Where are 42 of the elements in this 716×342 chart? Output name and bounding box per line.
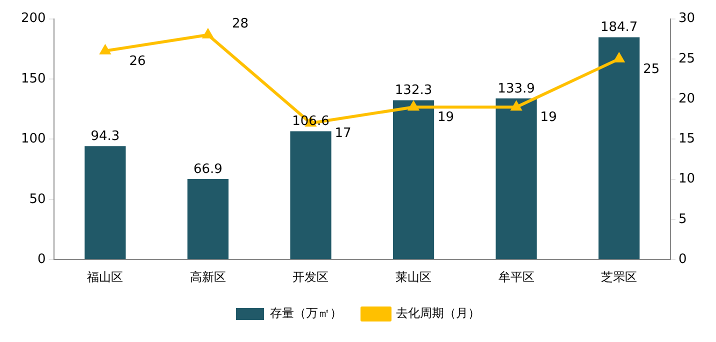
y2-tick-label: 25 bbox=[678, 51, 696, 66]
data-label: 94.3 bbox=[90, 128, 120, 144]
y2-tick-label: 5 bbox=[678, 212, 687, 227]
y-tick-label: 200 bbox=[20, 11, 46, 26]
x-tick-label: 芝罘区 bbox=[601, 270, 638, 284]
legend-label: 存量（万㎡） bbox=[270, 306, 342, 320]
x-tick-label: 莱山区 bbox=[396, 270, 432, 284]
point bbox=[511, 102, 522, 111]
y-tick-label: 50 bbox=[29, 192, 46, 207]
bar bbox=[496, 98, 537, 260]
data-label: 19 bbox=[540, 110, 557, 125]
bar bbox=[84, 146, 126, 260]
y2-tick-label: 0 bbox=[678, 252, 687, 267]
data-label: 133.9 bbox=[498, 81, 535, 96]
point bbox=[614, 53, 624, 62]
data-label: 28 bbox=[232, 16, 249, 32]
data-label: 184.7 bbox=[600, 20, 638, 36]
bar bbox=[187, 179, 229, 260]
y-tick-label: 0 bbox=[38, 252, 46, 267]
data-label: 66.9 bbox=[194, 162, 222, 177]
data-label: 25 bbox=[643, 62, 660, 77]
data-label: 19 bbox=[438, 110, 454, 125]
data-label: 132.3 bbox=[394, 83, 432, 98]
x-tick-label: 高新区 bbox=[190, 270, 226, 284]
point bbox=[203, 29, 213, 38]
x-tick-label: 牟平区 bbox=[498, 270, 534, 284]
bar bbox=[290, 131, 332, 260]
y2-tick-label: 15 bbox=[678, 132, 696, 147]
x-tick-label: 开发区 bbox=[292, 270, 329, 284]
y2-tick-label: 30 bbox=[678, 11, 696, 26]
y-tick-label: 150 bbox=[20, 71, 46, 86]
x-tick-label: 福山区 bbox=[87, 270, 124, 284]
y2-tick-label: 20 bbox=[678, 91, 696, 106]
data-label: 17 bbox=[334, 126, 352, 142]
y2-tick-label: 10 bbox=[678, 172, 696, 187]
point bbox=[408, 102, 418, 111]
point bbox=[100, 45, 110, 54]
y-tick-label: 100 bbox=[20, 132, 46, 147]
legend-label: 去化周期（月） bbox=[396, 306, 480, 320]
bar bbox=[598, 37, 640, 260]
data-label: 26 bbox=[129, 54, 146, 69]
bar bbox=[392, 100, 434, 260]
